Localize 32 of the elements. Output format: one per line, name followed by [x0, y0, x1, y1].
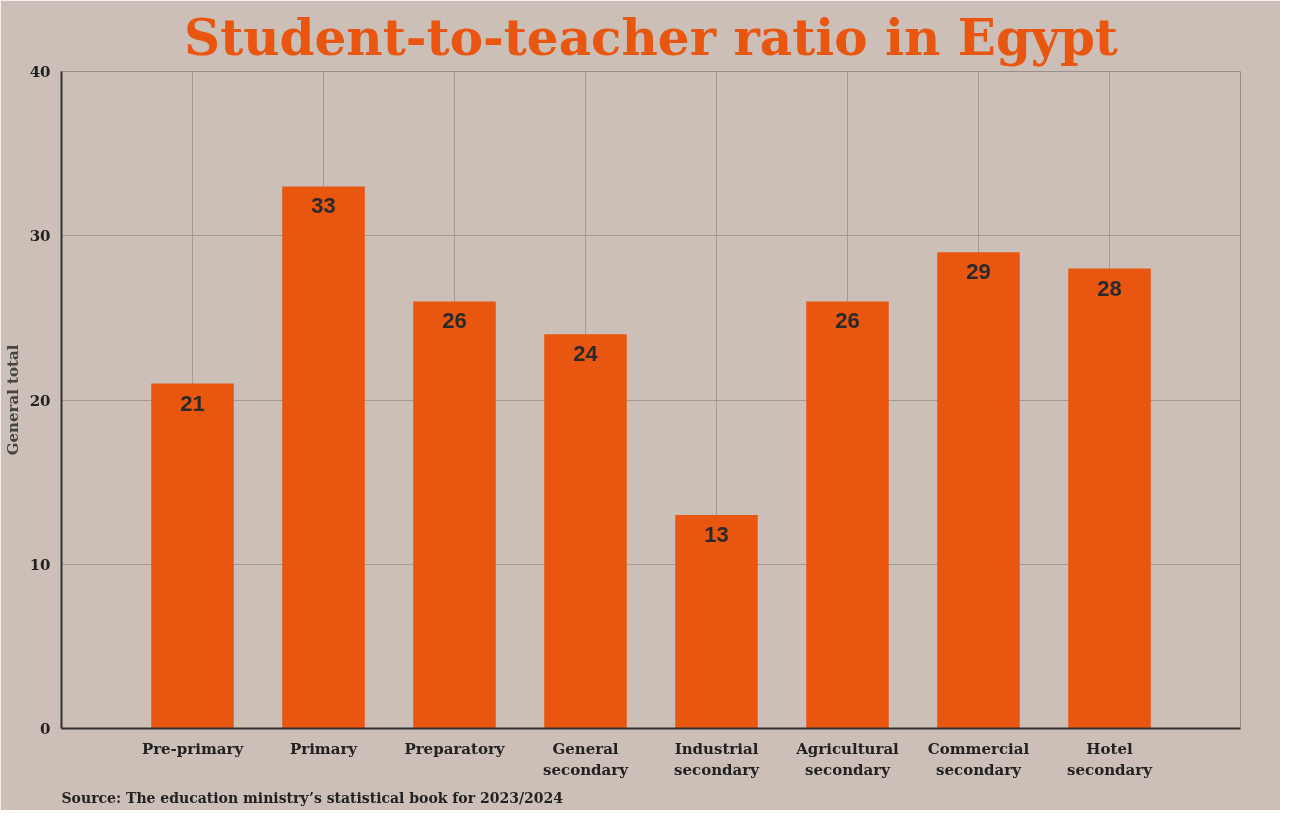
bar — [675, 514, 758, 729]
bar — [413, 301, 496, 729]
x-tick-label: Pre-primary — [141, 739, 245, 758]
x-tick-label: General secondary — [543, 739, 630, 780]
x-tick-label: Commercial secondary — [927, 739, 1030, 780]
y-tick-label: 0 — [40, 720, 51, 738]
data-label: 29 — [966, 259, 991, 285]
data-label: 33 — [311, 193, 336, 219]
data-label: 28 — [1097, 275, 1122, 301]
y-axis-title: General total — [3, 344, 22, 456]
bar — [282, 186, 365, 729]
bar — [544, 334, 627, 729]
chart-title: Student-to-teacher ratio in Egypt — [184, 7, 1118, 67]
y-tick-label: 20 — [29, 391, 51, 410]
y-tick-label: 10 — [29, 555, 51, 574]
x-tick-label: Agricultural secondary — [795, 739, 900, 780]
bar — [806, 301, 889, 729]
x-tick-label: Preparatory — [404, 739, 506, 758]
y-tick-label: 40 — [29, 63, 51, 81]
data-label: 26 — [442, 308, 467, 334]
data-label: 13 — [704, 521, 729, 547]
data-label: 21 — [180, 390, 205, 416]
bar — [937, 252, 1020, 729]
x-tick-label: Hotel secondary — [1067, 739, 1154, 780]
y-tick-label: 30 — [29, 227, 51, 246]
bar — [151, 383, 234, 729]
x-tick-label: Primary — [289, 739, 359, 758]
x-tick-label: Industrial secondary — [674, 739, 761, 780]
source-note: Source: The education ministry’s statistical book for 2023/2024 — [61, 789, 564, 806]
data-label: 24 — [573, 341, 599, 367]
data-label: 26 — [835, 308, 860, 334]
bar — [1068, 268, 1151, 729]
